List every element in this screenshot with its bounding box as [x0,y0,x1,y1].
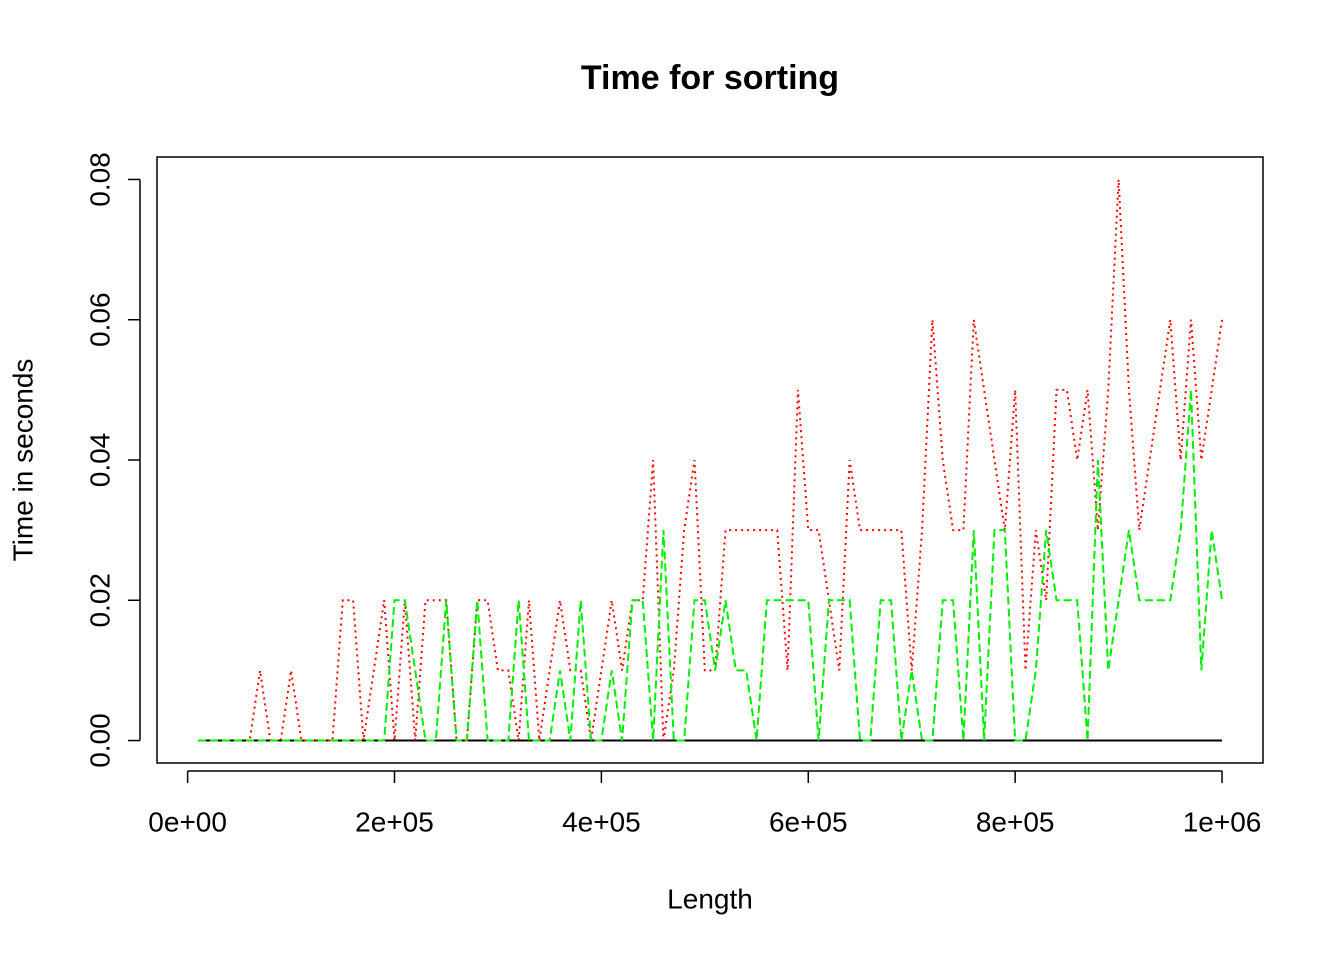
data-line [197,389,1224,742]
chart-title: Time for sorting [581,59,839,97]
data-line [197,179,1224,742]
x-tick-label: 8e+05 [976,806,1055,837]
plot-box [156,156,1264,764]
y-tick-label: 0.00 [84,713,115,768]
x-tick-label: 6e+05 [769,806,848,837]
y-tick-label: 0.02 [84,573,115,628]
x-tick-label: 2e+05 [355,806,434,837]
y-tick-label: 0.04 [84,433,115,488]
x-tick-label: 0e+00 [148,806,227,837]
y-axis-label: Time in seconds [7,359,38,562]
x-axis-label: Length [667,883,753,914]
y-tick-label: 0.06 [84,292,115,347]
x-tick-label: 1e+06 [1183,806,1262,837]
y-tick-label: 0.08 [84,152,115,207]
x-tick-label: 4e+05 [562,806,641,837]
